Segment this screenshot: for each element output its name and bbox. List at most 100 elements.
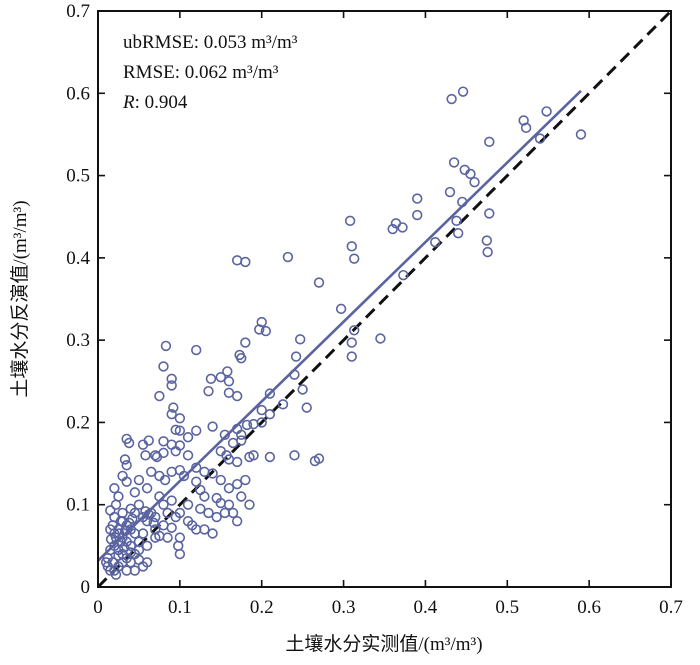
regression-line (97, 89, 582, 562)
data-point (452, 227, 464, 239)
data-point (451, 215, 462, 227)
data-point (484, 208, 495, 219)
data-point (125, 503, 136, 515)
data-point (223, 387, 235, 399)
data-point (236, 429, 247, 440)
data-point (102, 561, 114, 572)
data-point (114, 528, 125, 539)
data-point (301, 402, 312, 413)
reference-lines (96, 9, 673, 589)
data-point (195, 503, 206, 515)
data-point (309, 455, 321, 467)
data-point (121, 460, 132, 471)
data-point (482, 246, 493, 258)
data-point (457, 86, 469, 97)
data-point (154, 530, 165, 542)
data-point (141, 515, 153, 527)
plot-frame (97, 10, 672, 588)
x-tick-label-2: 0.2 (250, 597, 274, 618)
data-point (215, 371, 226, 383)
data-point (248, 418, 259, 430)
stat-r-value: : 0.904 (135, 92, 188, 113)
data-point (223, 499, 235, 510)
data-point (520, 122, 532, 134)
data-points (100, 86, 587, 580)
data-point (141, 483, 153, 494)
data-point (222, 366, 233, 377)
data-point (344, 215, 356, 227)
data-point (375, 333, 386, 344)
data-point (166, 466, 177, 477)
y-tick-label-3: 0.3 (66, 330, 90, 351)
data-point (231, 478, 243, 490)
data-point (148, 517, 159, 529)
data-point (398, 269, 409, 281)
data-point (282, 251, 294, 263)
data-point (481, 235, 493, 246)
data-point (227, 437, 239, 449)
y-tick-label-1: 0.1 (66, 495, 90, 516)
data-point (236, 491, 247, 502)
data-point (349, 253, 360, 264)
data-point (191, 344, 202, 356)
data-point (191, 476, 202, 487)
data-point (133, 474, 145, 486)
data-point (174, 507, 186, 519)
data-point (346, 351, 357, 362)
data-point (203, 385, 214, 397)
data-point (125, 547, 136, 558)
data-point (205, 373, 217, 385)
data-point (469, 176, 480, 188)
data-point (244, 499, 255, 510)
data-point (256, 417, 267, 428)
data-point (174, 425, 186, 436)
data-point (127, 513, 138, 524)
data-point (109, 511, 120, 523)
data-point (289, 369, 300, 380)
data-point (207, 468, 218, 479)
data-point (159, 474, 171, 486)
data-point (118, 542, 130, 553)
data-point (137, 528, 149, 539)
stat-r-label: R (122, 92, 135, 113)
data-point (140, 506, 151, 517)
data-point (110, 499, 122, 510)
data-point (133, 536, 145, 547)
data-point (105, 534, 117, 545)
y-tick-label-7: 0.7 (66, 1, 90, 22)
data-point (430, 237, 441, 248)
data-point (133, 554, 145, 566)
data-point (158, 436, 169, 447)
data-point (231, 255, 243, 266)
data-point (191, 462, 202, 473)
data-point (223, 376, 235, 387)
data-point (240, 256, 251, 268)
data-point (349, 325, 360, 336)
data-point (289, 450, 300, 461)
data-point (121, 476, 132, 487)
stat-r: R: 0.904 (122, 92, 188, 113)
data-point (346, 241, 357, 252)
data-point (248, 450, 259, 461)
x-tick-label-4: 0.4 (414, 597, 438, 618)
data-point (264, 409, 276, 420)
data-point (260, 325, 272, 337)
data-point (346, 337, 357, 348)
data-point (215, 474, 226, 486)
data-point (125, 540, 136, 552)
y-axis-label: 土壤水分反演值/(m³/m³) (9, 200, 31, 397)
data-point (219, 429, 231, 440)
data-point (534, 133, 546, 144)
data-point (240, 474, 251, 486)
data-point (170, 446, 181, 457)
data-point (174, 413, 186, 424)
stat-rmse: RMSE: 0.062 m³/m³ (123, 62, 279, 83)
data-point (174, 532, 186, 543)
data-point (150, 511, 161, 523)
data-point (484, 136, 495, 148)
data-point (211, 511, 222, 523)
data-point (240, 337, 251, 348)
data-point (335, 303, 347, 315)
data-point (129, 565, 141, 576)
